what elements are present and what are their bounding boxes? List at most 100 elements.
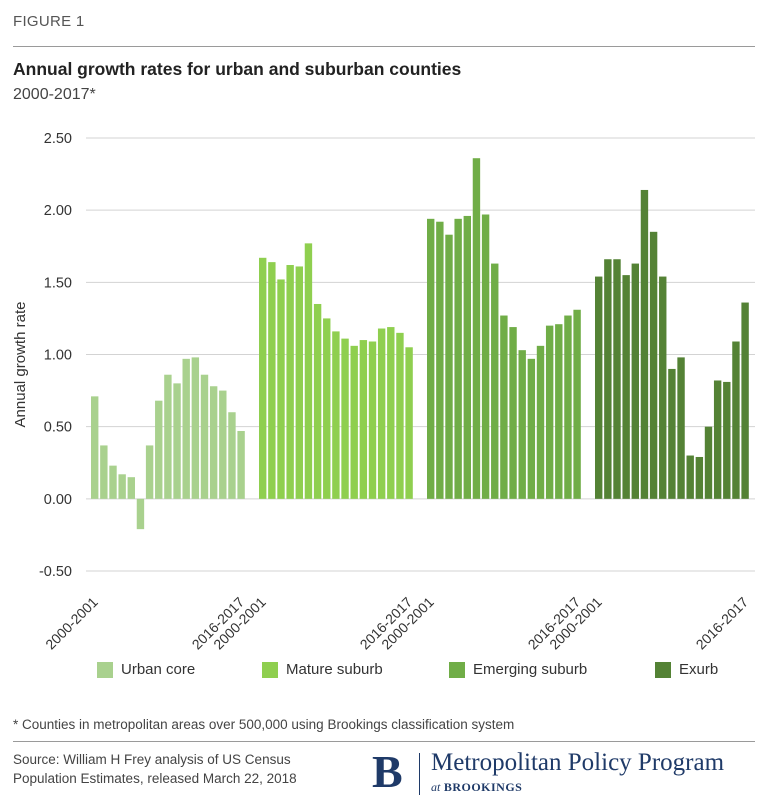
bar [659,276,667,499]
footnote: * Counties in metropolitan areas over 50… [13,717,515,732]
bar [518,350,526,499]
bar [173,383,181,499]
bar [555,324,563,499]
bar [668,368,676,499]
bar [91,396,99,499]
bar-chart: 2.50 2.00 1.50 1.00 0.50 0.00 -0.50 Annual grow… [12,131,755,650]
bar [573,309,581,499]
legend-label-emerging-suburb: Emerging suburb [473,661,588,678]
bar [368,341,377,499]
bar [109,465,117,499]
bar [640,189,649,499]
bar [732,341,740,499]
x-tick-label: 2000-2001 [42,594,101,650]
bar [295,266,303,499]
bar [219,390,227,499]
y-tick-label: 1.00 [44,348,72,364]
source-note: Source: William H Frey analysis of US Ce… [13,752,297,786]
figure-label: FIGURE 1 [13,13,85,30]
bar [741,302,749,499]
legend-item-emerging-suburb: Emerging suburb [449,661,587,678]
bar [500,315,508,499]
bar [622,275,630,499]
legend-label-exurb: Exurb [679,661,719,678]
bar [649,231,658,499]
bottom-divider [13,741,755,742]
bar [209,386,218,499]
bar [237,430,245,499]
bar [527,358,536,499]
bar [155,400,163,499]
bar [463,215,471,499]
bar [454,218,462,499]
bar [686,455,694,499]
bar [136,498,145,530]
bar [595,276,603,499]
bar [277,279,285,499]
bar [436,221,444,499]
brookings-org: BROOKINGS [443,780,523,794]
bar [200,374,209,499]
logo-divider [419,753,420,795]
bar [631,263,639,499]
y-axis-label: Annual growth rate [12,302,29,428]
bar [323,318,331,499]
bar [182,358,190,499]
bar [723,381,731,499]
bar [259,257,267,499]
bar [604,259,612,499]
legend-swatch-urban-core [97,661,113,678]
brookings-logo: B Metropolitan Policy Program at BROOKIN… [372,749,757,799]
bar [286,265,294,499]
bar [564,315,572,499]
bar [713,380,722,499]
legend-label-mature-suburb: Mature suburb [286,661,383,678]
bar [332,331,340,499]
legend-swatch-exurb [655,661,671,678]
bar [472,158,481,499]
legend-item-urban-core: Urban core [97,661,195,678]
bar [509,327,517,499]
program-name: Metropolitan Policy Program [431,749,725,776]
bar [396,332,404,499]
bar [427,218,435,499]
bar [377,328,386,499]
bar [313,303,322,499]
y-tick-label: 1.50 [44,275,72,291]
bar [164,374,172,499]
bar [304,243,313,499]
bar [695,456,704,499]
top-divider [13,46,755,47]
bar [491,263,499,499]
bar [677,357,685,499]
bar [613,259,621,499]
brookings-at: at [431,780,441,794]
bar [405,347,413,499]
legend-item-exurb: Exurb [655,661,718,678]
bar [481,214,490,499]
bar [445,234,453,499]
bar [127,477,135,499]
bar [118,474,126,499]
bar [268,262,276,499]
legend-label-urban-core: Urban core [121,661,196,678]
bar [359,340,368,499]
bar [228,412,236,499]
bar [387,327,395,499]
brookings-b-mark: B [372,746,403,797]
x-tick-label: 2016-2017 [693,594,752,650]
chart-subtitle: 2000-2017* [13,86,96,103]
y-tick-label: 0.50 [44,420,72,436]
bar [350,345,358,499]
bar [100,445,108,499]
legend-item-mature-suburb: Mature suburb [262,661,383,678]
brookings-wordmark: at BROOKINGS [431,780,522,795]
bar [704,426,713,499]
bar [341,338,349,499]
y-tick-label: 2.00 [44,203,72,219]
legend-swatch-mature-suburb [262,661,278,678]
y-tick-label: 2.50 [44,131,72,147]
bar [191,357,200,499]
y-tick-label: 0.00 [44,492,72,508]
legend-swatch-emerging-suburb [449,661,465,678]
